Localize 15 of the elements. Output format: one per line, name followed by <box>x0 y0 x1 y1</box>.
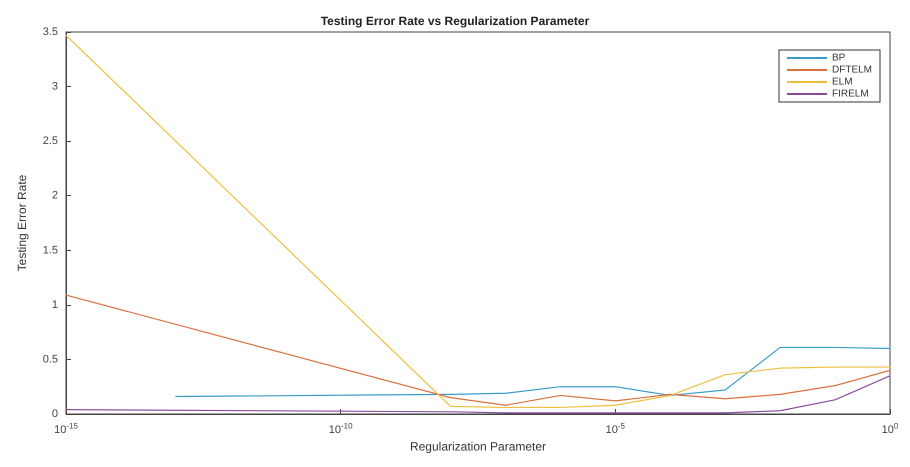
y-tick-label: 2 <box>52 190 58 202</box>
y-axis-title: Testing Error Rate <box>15 174 29 272</box>
legend-label: DFTELM <box>832 64 872 76</box>
y-tick-label: 3.5 <box>42 26 58 38</box>
y-tick-label: 1 <box>52 298 58 311</box>
legend-label: BP <box>832 52 846 64</box>
y-tick-label: 0.5 <box>42 353 58 366</box>
x-axis-title: Regularization Parameter <box>410 439 546 454</box>
legend-label: ELM <box>832 76 853 88</box>
chart-title: Testing Error Rate vs Regularization Parameter <box>320 14 590 28</box>
y-tick-label: 1.5 <box>42 244 58 256</box>
y-tick-label: 3 <box>52 80 58 93</box>
y-tick-label: 2.5 <box>42 135 58 148</box>
y-tick-label: 0 <box>52 408 58 420</box>
legend-label: FIRELM <box>832 88 869 100</box>
